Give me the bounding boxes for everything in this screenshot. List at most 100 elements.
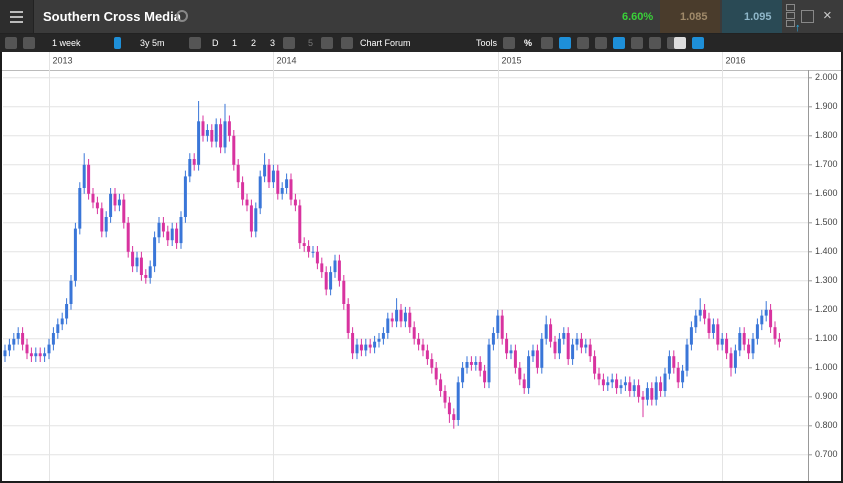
lock-icon[interactable] [114, 37, 121, 49]
candle-body [179, 217, 183, 244]
candle-body [742, 333, 746, 345]
candle-body [456, 382, 460, 420]
candle-body [258, 176, 262, 209]
layout-icon[interactable] [786, 20, 795, 27]
candle-body [298, 205, 302, 244]
chat-icon[interactable] [341, 37, 353, 49]
x-tick-label: 2015 [502, 55, 522, 65]
sell-price[interactable]: 1.085↓ [660, 0, 737, 34]
candle-body [399, 309, 403, 322]
period-button[interactable]: 1 [232, 38, 238, 48]
print-tool[interactable] [674, 37, 686, 49]
candle-body [439, 379, 443, 391]
candle-body [236, 164, 240, 183]
candle-body [333, 260, 337, 273]
save-icon[interactable] [283, 37, 295, 49]
candle-body [368, 344, 372, 348]
candle-body [69, 280, 73, 304]
candle-body [219, 124, 223, 148]
candle-body [689, 327, 693, 345]
candle-body [509, 350, 513, 354]
candle-body [223, 121, 227, 148]
candle-body [78, 188, 82, 229]
candle-body [320, 263, 324, 273]
list-icon[interactable] [5, 37, 17, 49]
candle-body [117, 199, 121, 206]
candle-body [505, 338, 509, 354]
y-tick-label: 0.900 [815, 391, 838, 401]
candle-body [329, 272, 333, 290]
candle-body [725, 338, 729, 354]
candle-body [641, 396, 645, 400]
candle-tool[interactable] [595, 37, 607, 49]
interval-select[interactable]: 1 week [52, 38, 81, 48]
popout-icon[interactable] [801, 10, 814, 23]
candle-body [271, 170, 275, 183]
candle-body [637, 385, 641, 397]
buy-price[interactable]: 1.095 ↑ [722, 0, 801, 34]
candle-body [623, 382, 627, 386]
instrument-title: Southern Cross Media [43, 9, 181, 24]
candle-body [249, 205, 253, 232]
compare-tool[interactable] [613, 37, 625, 49]
candle-body [663, 373, 667, 391]
candle-body [615, 379, 619, 389]
percent-tool[interactable]: % [524, 38, 533, 48]
tool-icon[interactable] [503, 37, 515, 49]
y-tick-label: 1.900 [815, 101, 838, 111]
menu-button[interactable] [0, 0, 34, 33]
candle-body [91, 193, 95, 203]
text-tool[interactable] [541, 37, 553, 49]
layout-icon[interactable] [786, 12, 795, 19]
label-tool[interactable] [649, 37, 661, 49]
candle-body [126, 222, 130, 252]
candle-body [346, 304, 350, 333]
candle-body [377, 338, 381, 342]
candle-body [747, 344, 751, 354]
candle-body [87, 164, 91, 194]
settings-icon[interactable] [23, 37, 35, 49]
calendar-icon[interactable] [189, 37, 201, 49]
candle-body [403, 312, 407, 322]
y-tick-label: 1.700 [815, 159, 838, 169]
candle-body [443, 391, 447, 403]
grid-tool[interactable] [559, 37, 571, 49]
candle-body [412, 327, 416, 339]
period-button[interactable]: D [212, 38, 219, 48]
candle-body [65, 304, 69, 319]
candle-body [197, 121, 201, 165]
period-button[interactable]: 2 [251, 38, 257, 48]
candle-body [672, 356, 676, 368]
candle-body [95, 202, 99, 209]
candle-body [711, 324, 715, 333]
period-button[interactable]: 3 [270, 38, 276, 48]
candle-body [56, 324, 60, 333]
candle-body [557, 338, 561, 354]
candle-body [166, 231, 170, 241]
price-change: 6.60% [622, 11, 654, 23]
candle-body [478, 362, 482, 371]
candle-body [566, 333, 570, 360]
tool-icon[interactable] [577, 37, 589, 49]
candle-body [144, 275, 148, 278]
layout-icon[interactable] [786, 4, 795, 11]
candle-body [254, 208, 258, 232]
gear-icon[interactable] [321, 37, 333, 49]
candle-body [469, 362, 473, 365]
candle-body [324, 272, 328, 290]
chart-forum-button[interactable]: Chart Forum [360, 38, 411, 48]
settings-tool[interactable] [692, 37, 704, 49]
candle-body [373, 341, 377, 348]
candle-body [610, 379, 614, 383]
buy-value: 1.095 [744, 11, 772, 23]
candle-body [227, 121, 231, 136]
search-icon[interactable] [176, 10, 188, 22]
tool-icon[interactable] [631, 37, 643, 49]
close-button[interactable]: × [823, 7, 832, 24]
range-select[interactable]: 3y 5m [140, 38, 165, 48]
candle-body [518, 367, 522, 380]
candle-body [417, 338, 421, 345]
period-button[interactable]: 5 [308, 38, 314, 48]
candle-body [113, 193, 117, 206]
candle-body [434, 367, 438, 380]
